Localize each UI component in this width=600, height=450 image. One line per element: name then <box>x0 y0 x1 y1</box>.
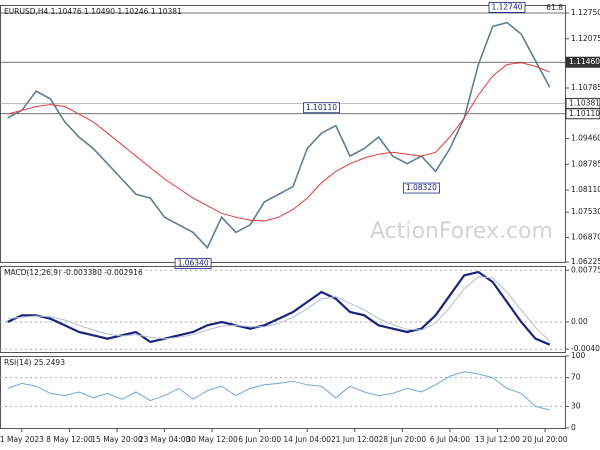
y-tick-label: 30 <box>571 401 581 410</box>
x-tick-label: 20 Jul 20:00 <box>523 435 568 444</box>
last-price-label: 1.10381 <box>569 98 600 107</box>
y-tick-label: 1.06870 <box>571 232 600 241</box>
x-tick-label: 13 Jul 12:00 <box>475 435 520 444</box>
x-tick-label: 6 Jun 20:00 <box>238 435 281 444</box>
series-line <box>7 276 551 342</box>
y-tick-label: 1.10785 <box>571 83 600 92</box>
x-tick-label: 14 Jun 04:00 <box>283 435 331 444</box>
x-tick-label: 6 Jul 04:00 <box>430 435 470 444</box>
level-label: 1.11460 <box>569 57 600 66</box>
x-tick-label: 15 May 20:00 <box>91 435 143 444</box>
y-tick-label: 0.00 <box>571 317 588 326</box>
panel-title: RSI(14) 25.2493 <box>4 358 65 367</box>
series-line <box>7 62 550 222</box>
annotation-box <box>488 1 526 13</box>
level-label: 61.8 <box>546 3 563 12</box>
y-tick-label: 1.07530 <box>571 207 600 216</box>
x-tick-label: 21 Jun 12:00 <box>331 435 379 444</box>
level-label: 1.10110 <box>569 109 600 118</box>
watermark: ActionForex.com <box>370 219 553 244</box>
annotation-label: 1.10110 <box>306 103 337 112</box>
annotation-box <box>402 182 440 194</box>
series-line <box>7 371 550 411</box>
y-tick-label: 1.08110 <box>571 185 600 194</box>
y-tick-label: 70 <box>571 373 581 382</box>
annotation-label: 1.12740 <box>491 2 522 11</box>
x-tick-label: 8 May 12:00 <box>46 435 93 444</box>
x-tick-label: 1 May 2023 <box>0 435 44 444</box>
y-tick-label: 0.007756 <box>571 265 600 274</box>
panel-frame <box>0 5 566 263</box>
level-label-box <box>565 56 600 68</box>
x-tick-label: 23 May 04:00 <box>139 435 191 444</box>
annotation-label: 1.06340 <box>178 259 209 268</box>
y-tick-label: 1.06225 <box>571 257 600 266</box>
y-tick-label: 1.08785 <box>571 159 600 168</box>
x-tick-label: 30 May 12:00 <box>186 435 238 444</box>
y-tick-label: -0.004086 <box>571 344 600 353</box>
panel-frame <box>0 356 566 429</box>
annotation-box <box>174 258 212 270</box>
annotation-label: 1.08320 <box>406 183 437 192</box>
y-tick-label: 0 <box>571 423 576 432</box>
y-tick-label: 1.09460 <box>571 134 600 143</box>
panel-title: MACD(12,26,9) -0.003380 -0.002916 <box>4 268 143 277</box>
last-price-box <box>565 97 600 109</box>
y-tick-label: 100 <box>571 351 586 360</box>
series-line <box>7 21 551 250</box>
annotation-box <box>303 102 340 114</box>
x-tick-label: 28 Jun 20:00 <box>379 435 427 444</box>
panel-title: EURUSD,H4 1.10476 1.10490 1.10246 1.1038… <box>4 7 182 16</box>
series-line <box>7 270 551 346</box>
y-tick-label: 1.12750 <box>571 8 600 17</box>
panel-frame <box>0 266 566 353</box>
y-tick-label: 1.12075 <box>571 34 600 43</box>
